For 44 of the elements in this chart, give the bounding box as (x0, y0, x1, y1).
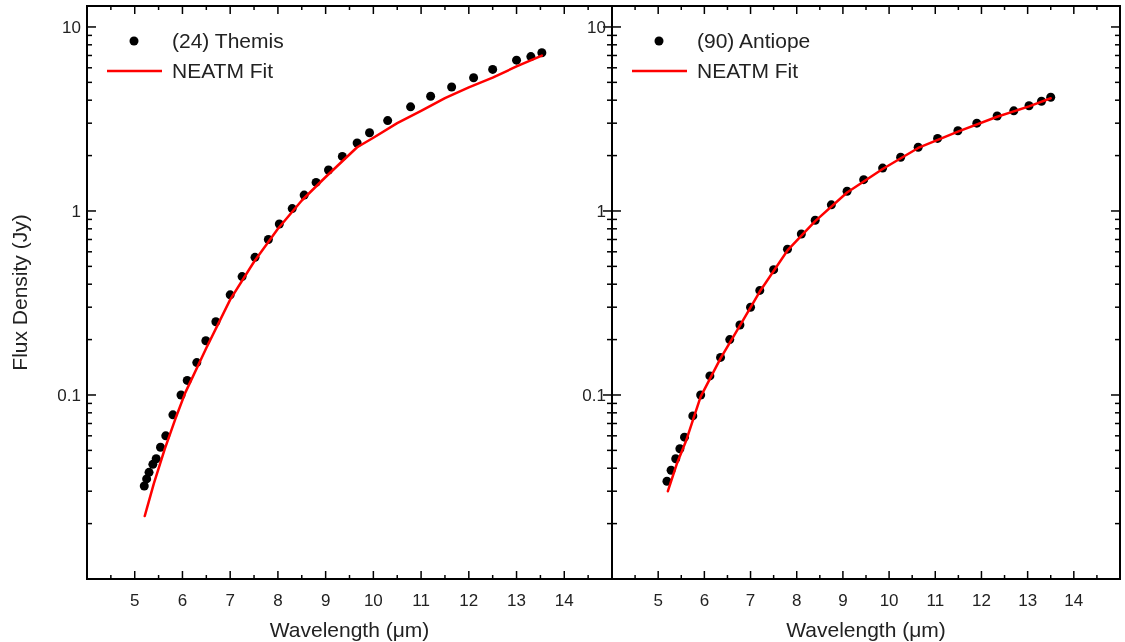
y-tick-label: 10 (587, 17, 606, 37)
x-axis-title: Wavelength (μm) (786, 618, 946, 641)
legend-label: (90) Antiope (697, 29, 811, 52)
x-tick-label: 6 (177, 591, 188, 610)
point (469, 73, 479, 83)
legend-label: NEATM Fit (172, 59, 274, 82)
x-tick-label: 11 (926, 591, 945, 610)
y-tick-label: 0.1 (57, 385, 81, 405)
x-tick-label: 6 (699, 591, 710, 610)
x-tick-label: 8 (791, 591, 802, 610)
point (512, 55, 522, 65)
y-tick-label: 1 (71, 201, 81, 221)
x-tick-label: 14 (1064, 591, 1084, 610)
y-tick-label: 10 (62, 17, 81, 37)
legend-label: NEATM Fit (697, 59, 799, 82)
x-tick-label: 10 (363, 591, 383, 610)
point (365, 128, 375, 138)
x-tick-label: 8 (273, 591, 283, 610)
y-axis-title: Flux Density (Jy) (8, 214, 31, 371)
x-tick-label: 7 (745, 591, 756, 610)
x-tick-label: 13 (1018, 591, 1038, 610)
x-tick-label: 10 (879, 591, 899, 610)
point (156, 442, 165, 452)
x-tick-label: 9 (320, 591, 331, 610)
x-tick-label: 14 (554, 591, 574, 610)
x-tick-label: 5 (653, 591, 663, 610)
x-tick-label: 5 (129, 591, 140, 610)
y-tick-label: 0.1 (582, 385, 606, 405)
x-tick-label: 11 (412, 591, 430, 610)
point (383, 116, 393, 126)
legend-label: (24) Themis (172, 29, 284, 52)
x-tick-label: 7 (225, 591, 235, 610)
x-tick-label: 13 (507, 591, 527, 610)
x-tick-label: 12 (971, 591, 991, 610)
point (144, 467, 154, 477)
y-tick-label: 1 (596, 201, 606, 221)
point (406, 102, 416, 112)
point (151, 454, 161, 464)
x-axis-title: Wavelength (μm) (269, 618, 430, 641)
x-tick-label: 9 (838, 591, 848, 610)
point (447, 82, 457, 92)
point (488, 64, 498, 74)
x-tick-label: 12 (459, 591, 479, 610)
point (426, 91, 436, 101)
